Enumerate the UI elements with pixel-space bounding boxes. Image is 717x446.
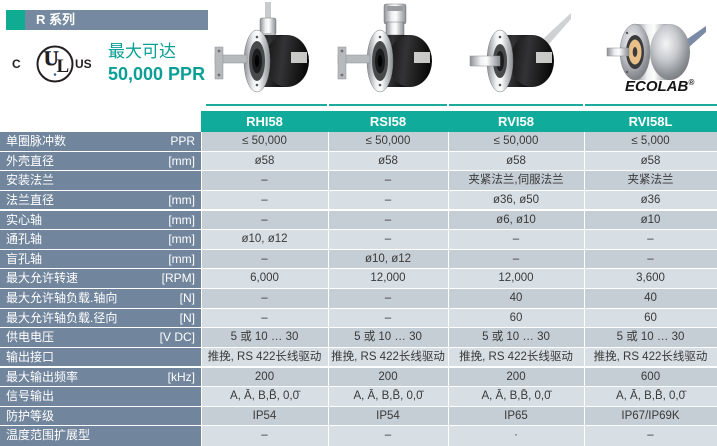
svg-text:L: L	[57, 56, 70, 77]
svg-text:US: US	[75, 57, 92, 71]
svg-text:C: C	[12, 57, 21, 71]
